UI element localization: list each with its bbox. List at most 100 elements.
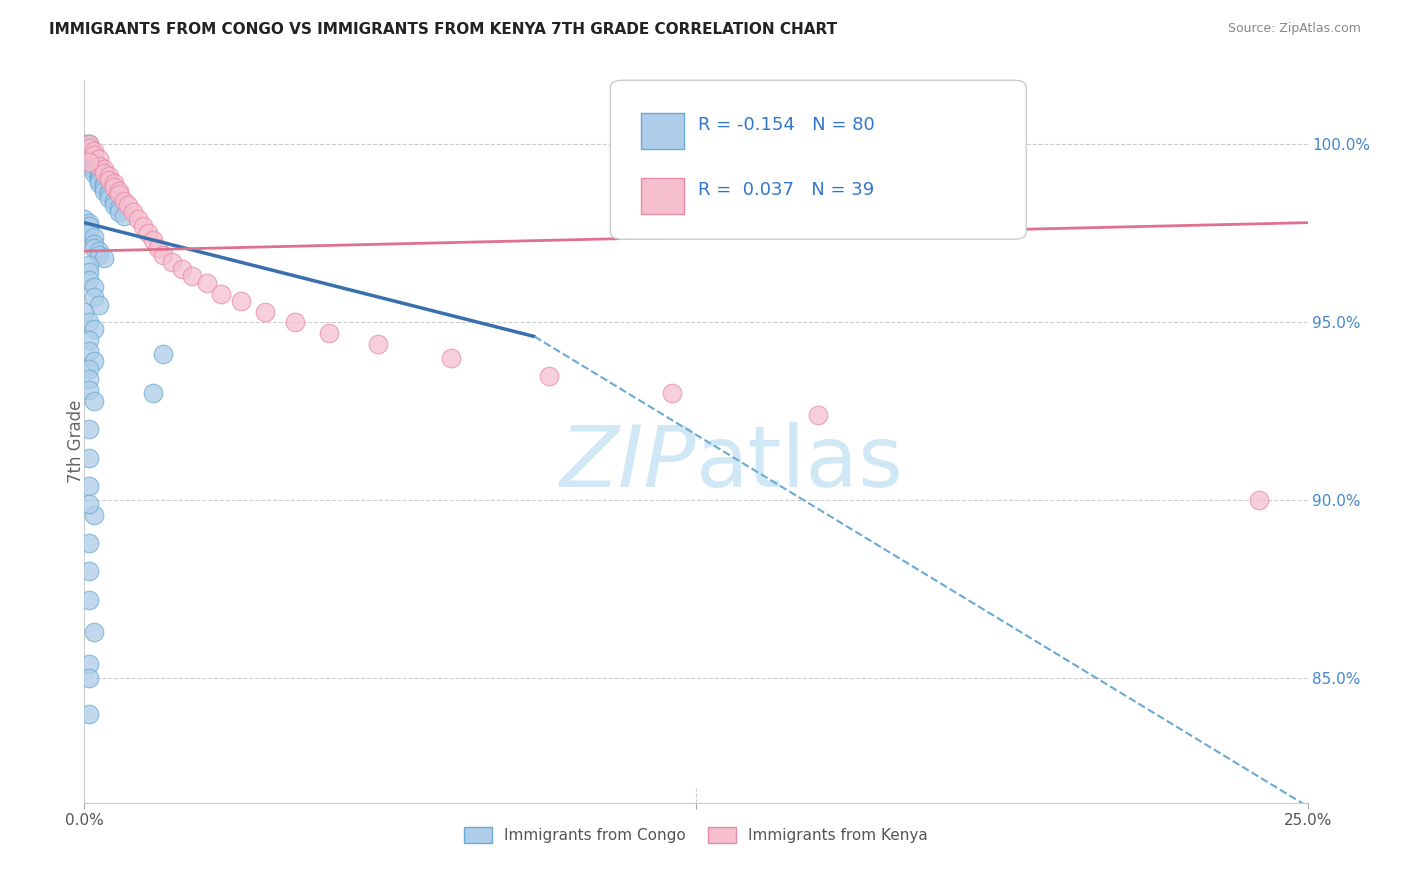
Text: atlas: atlas (696, 422, 904, 505)
Point (87, 159, 110, 173)
Legend: Immigrants from Congo, Immigrants from Kenya: Immigrants from Congo, Immigrants from K… (458, 821, 934, 849)
Point (83, 159, 105, 173)
Point (112, 194, 135, 209)
Point (77, 536, 100, 550)
Point (73, 212, 96, 227)
Point (117, 198, 139, 212)
Point (83, 237, 105, 252)
Point (77, 145, 100, 159)
Point (284, 315, 307, 329)
Point (107, 202, 129, 216)
Point (77, 671, 100, 685)
Point (87, 177, 110, 191)
Point (661, 386, 683, 401)
Point (77, 137, 100, 152)
Point (97, 191, 120, 205)
Point (162, 254, 184, 268)
Point (87, 173, 110, 187)
Point (77, 155, 100, 169)
Text: Source: ZipAtlas.com: Source: ZipAtlas.com (1227, 22, 1361, 36)
Point (318, 326, 340, 340)
Point (93, 180, 115, 194)
Y-axis label: 7th Grade: 7th Grade (67, 400, 84, 483)
Point (77, 272, 100, 286)
Point (93, 166, 115, 180)
Point (127, 212, 149, 227)
Point (93, 162, 115, 177)
Point (77, 137, 100, 152)
Point (112, 209, 135, 223)
Point (87, 244, 110, 259)
Point (97, 173, 120, 187)
Point (83, 148, 105, 162)
Point (209, 286, 232, 301)
Point (87, 169, 110, 184)
Point (132, 219, 155, 234)
Point (142, 386, 165, 401)
Point (87, 297, 110, 311)
Point (77, 450, 100, 465)
Point (77, 148, 100, 162)
Point (77, 219, 100, 234)
Point (103, 198, 125, 212)
FancyBboxPatch shape (610, 80, 1026, 239)
Text: ZIP: ZIP (560, 422, 696, 505)
Point (77, 497, 100, 511)
Point (103, 177, 125, 191)
Point (83, 159, 105, 173)
Point (77, 148, 100, 162)
Point (83, 155, 105, 169)
Point (77, 479, 100, 493)
Point (87, 152, 110, 166)
Point (77, 657, 100, 671)
Point (93, 180, 115, 194)
Point (77, 145, 100, 159)
FancyBboxPatch shape (641, 178, 683, 214)
Point (77, 333, 100, 347)
Point (538, 368, 561, 383)
Point (83, 162, 105, 177)
Point (146, 241, 169, 255)
Text: IMMIGRANTS FROM CONGO VS IMMIGRANTS FROM KENYA 7TH GRADE CORRELATION CHART: IMMIGRANTS FROM CONGO VS IMMIGRANTS FROM… (49, 22, 838, 37)
Point (1247, 493, 1270, 508)
Point (107, 187, 129, 202)
Point (77, 593, 100, 607)
FancyBboxPatch shape (641, 112, 683, 149)
Point (195, 276, 218, 290)
Point (87, 166, 110, 180)
Point (77, 152, 100, 166)
Point (93, 252, 115, 266)
Point (77, 152, 100, 166)
Point (181, 268, 204, 283)
Point (77, 706, 100, 721)
Point (103, 180, 125, 194)
Point (77, 145, 100, 159)
Point (103, 194, 125, 209)
Point (77, 565, 100, 579)
Point (83, 145, 105, 159)
Text: R =  0.037   N = 39: R = 0.037 N = 39 (699, 181, 875, 199)
Text: R = -0.154   N = 80: R = -0.154 N = 80 (699, 116, 875, 134)
Point (83, 624, 105, 639)
Point (77, 227, 100, 241)
Point (136, 227, 159, 241)
Point (83, 152, 105, 166)
Point (77, 343, 100, 358)
Point (77, 137, 100, 152)
Point (152, 347, 174, 361)
Point (93, 177, 115, 191)
Point (83, 155, 105, 169)
Point (142, 234, 165, 248)
Point (77, 422, 100, 436)
Point (83, 162, 105, 177)
Point (83, 290, 105, 304)
Point (83, 508, 105, 522)
Point (83, 393, 105, 408)
Point (254, 304, 277, 318)
Point (77, 141, 100, 155)
Point (83, 230, 105, 244)
Point (440, 351, 463, 365)
Point (77, 361, 100, 376)
Point (83, 354, 105, 368)
Point (83, 166, 105, 180)
